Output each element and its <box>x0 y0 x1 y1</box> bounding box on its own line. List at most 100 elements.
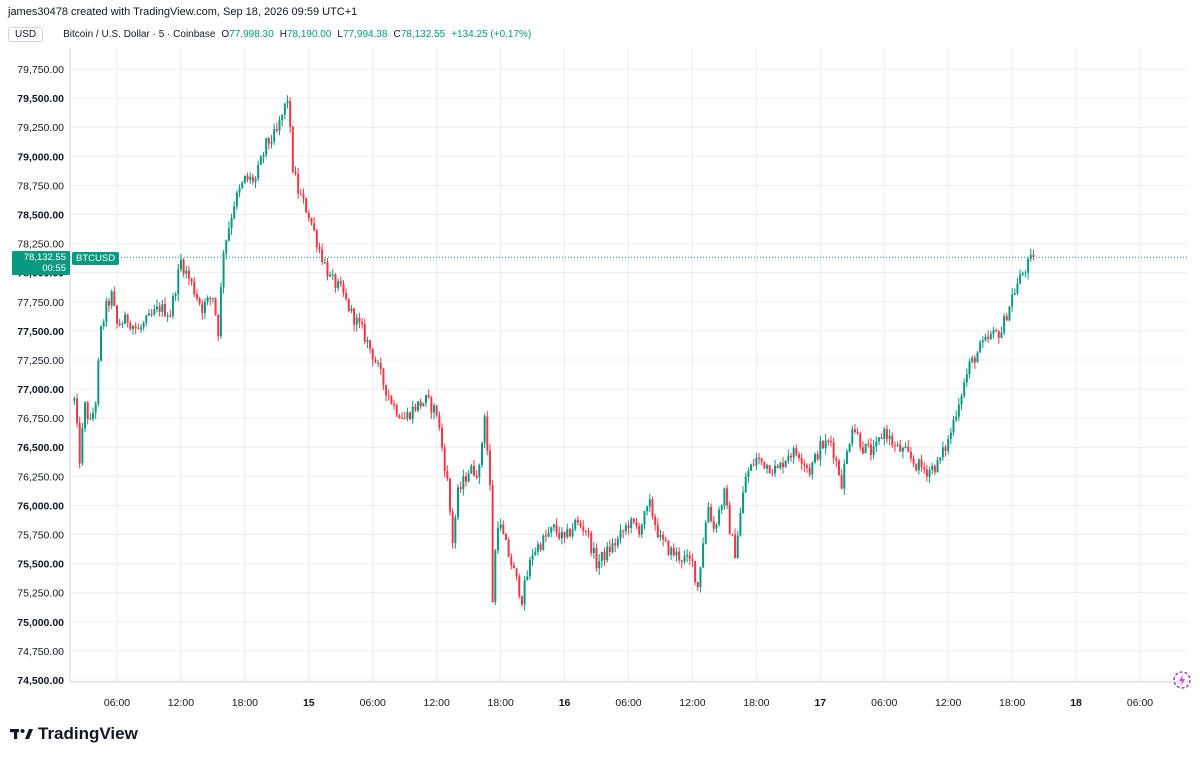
candle-body <box>73 398 76 401</box>
candle-body <box>678 551 681 561</box>
candle-body <box>944 447 947 451</box>
candle-body <box>190 278 193 282</box>
candle-body <box>952 419 955 433</box>
y-tick-label: 76,000.00 <box>17 500 64 512</box>
currency-button[interactable]: USD <box>8 26 44 42</box>
candle-body <box>955 416 958 420</box>
candle-body <box>571 529 574 537</box>
candle-body <box>142 322 145 328</box>
candle-body <box>824 440 827 449</box>
candle-body <box>699 567 702 588</box>
candle-body <box>667 540 670 555</box>
candle-body <box>539 544 542 550</box>
y-tick-label: 75,750.00 <box>17 530 64 542</box>
candle-body <box>526 576 529 581</box>
candle-body <box>337 281 340 289</box>
candle-body <box>203 301 206 313</box>
candle-body <box>987 336 990 339</box>
candle-body <box>409 412 412 420</box>
candle-body <box>414 406 417 411</box>
candle-body <box>989 333 992 339</box>
x-tick-label: 06:00 <box>104 697 130 709</box>
candle-body <box>419 401 422 407</box>
candle-body <box>512 565 515 569</box>
candle-body <box>995 330 998 332</box>
candle-body <box>880 437 883 439</box>
candle-body <box>579 522 582 527</box>
symbol-description[interactable]: Bitcoin / U.S. Dollar · 5 · Coinbase <box>63 28 216 40</box>
candle-body <box>534 551 537 555</box>
candle-body <box>867 443 870 445</box>
candle-body <box>496 527 499 551</box>
candle-body <box>366 340 369 342</box>
candle-body <box>611 543 614 552</box>
candle-body <box>590 532 593 554</box>
candle-body <box>339 281 342 284</box>
candle-body <box>670 547 673 555</box>
candle-body <box>752 464 755 466</box>
candle-body <box>782 462 785 468</box>
candle-body <box>576 519 579 523</box>
candle-body <box>726 488 729 506</box>
candle-body <box>225 240 228 254</box>
candle-body <box>563 531 566 537</box>
candle-body <box>598 560 601 569</box>
candle-body <box>390 396 393 404</box>
tradingview-logo-icon <box>10 729 33 739</box>
candle-body <box>345 293 348 299</box>
candle-body <box>675 551 678 556</box>
candle-body <box>230 217 233 229</box>
candle-body <box>875 441 878 447</box>
candle-body <box>582 526 585 531</box>
candle-body <box>587 531 590 533</box>
candle-body <box>723 488 726 506</box>
candle-body <box>289 101 292 127</box>
candle-body <box>803 463 806 466</box>
candle-body <box>691 558 694 562</box>
candle-body <box>515 568 518 577</box>
candle-body <box>696 582 699 588</box>
candle-body <box>483 416 486 444</box>
candle-body <box>787 455 790 461</box>
candle-body <box>909 451 912 459</box>
candle-body <box>488 450 491 486</box>
candle-body <box>363 324 366 342</box>
candle-body <box>422 403 425 407</box>
candle-body <box>702 543 705 568</box>
candle-body <box>947 439 950 451</box>
candle-body <box>81 428 84 464</box>
sparkle-icon[interactable] <box>1172 670 1192 690</box>
candle-body <box>161 303 164 312</box>
candle-body <box>941 447 944 458</box>
candle-body <box>342 283 345 294</box>
candle-body <box>755 457 758 466</box>
candle-body <box>417 401 420 411</box>
candle-body <box>816 453 819 460</box>
candle-body <box>302 194 305 199</box>
price-chart[interactable]: 74,500.00 74,750.00 75,000.00 75,250.00 75,5… <box>0 0 1200 715</box>
candle-body <box>113 291 116 306</box>
candle-body <box>457 487 459 518</box>
candle-body <box>734 534 737 559</box>
candle-body <box>976 352 979 363</box>
last-price-tag: 78,132.55 00:55 <box>12 251 70 275</box>
candle-body <box>907 446 910 452</box>
candle-body <box>672 547 675 556</box>
candle-body <box>552 524 555 528</box>
candle-body <box>920 459 923 468</box>
candle-body <box>603 551 606 561</box>
candle-body <box>651 499 654 517</box>
candle-body <box>736 535 739 559</box>
candle-body <box>219 287 222 337</box>
candle-body <box>718 509 721 525</box>
candle-body <box>89 418 92 420</box>
candle-body <box>353 308 356 325</box>
candle-body <box>608 546 611 552</box>
candle-body <box>270 141 273 144</box>
x-tick-label: 16 <box>559 697 571 709</box>
candle-body <box>177 269 180 295</box>
candle-body <box>251 176 254 182</box>
x-tick-label: 17 <box>814 697 826 709</box>
candle-body <box>222 253 225 288</box>
candle-body <box>686 554 689 557</box>
